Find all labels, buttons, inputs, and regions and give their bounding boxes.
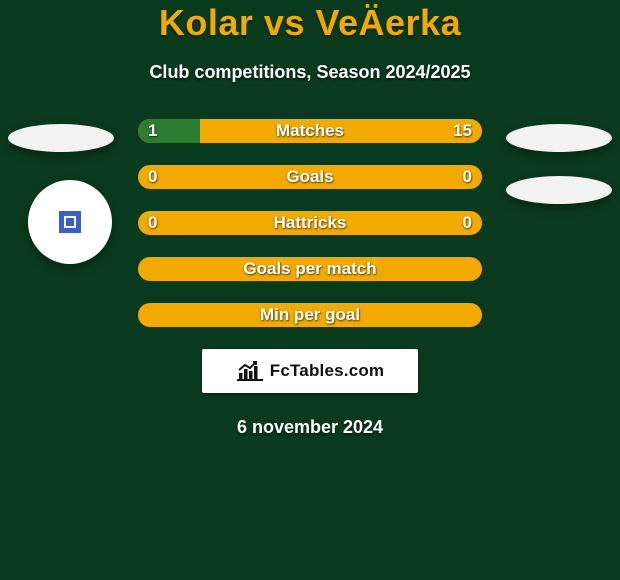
club-left-badge [28, 180, 112, 264]
brand-chart-icon [236, 361, 264, 381]
stat-bar-label: Hattricks [138, 211, 482, 235]
stat-bar-right-value: 15 [453, 119, 472, 143]
stat-bar-mpg: Min per goal [138, 303, 482, 327]
stat-bar-hattricks: Hattricks0 0 [138, 211, 482, 235]
stat-bar-left-value: 1 [148, 119, 157, 143]
card-subtitle: Club competitions, Season 2024/2025 [0, 62, 620, 83]
stat-bar-left-value: 0 [148, 211, 157, 235]
brand-text: FcTables.com [270, 361, 385, 381]
stat-bar-right-value: 0 [463, 211, 472, 235]
stat-bar-label: Goals [138, 165, 482, 189]
stat-bar-label: Min per goal [138, 303, 482, 327]
brand-box: FcTables.com [202, 349, 418, 393]
comparison-card: Kolar vs VeÄerka Club competitions, Seas… [0, 0, 620, 580]
stat-bar-goals: Goals0 0 [138, 165, 482, 189]
player-left-avatar [8, 124, 114, 152]
stat-bar-left-value: 0 [148, 165, 157, 189]
stat-bars: Matches115Goals00Hattricks00Goals per ma… [138, 119, 482, 327]
stat-bar-right-value: 0 [463, 165, 472, 189]
stat-bar-label: Goals per match [138, 257, 482, 281]
card-title: Kolar vs VeÄerka [0, 2, 620, 44]
stat-bar-matches: Matches1 15 [138, 119, 482, 143]
stat-bar-gpm: Goals per match [138, 257, 482, 281]
card-date: 6 november 2024 [0, 417, 620, 438]
player-right-avatar [506, 124, 612, 152]
club-left-badge-icon [59, 211, 81, 233]
stat-bar-label: Matches [138, 119, 482, 143]
club-right-shadow [506, 176, 612, 204]
